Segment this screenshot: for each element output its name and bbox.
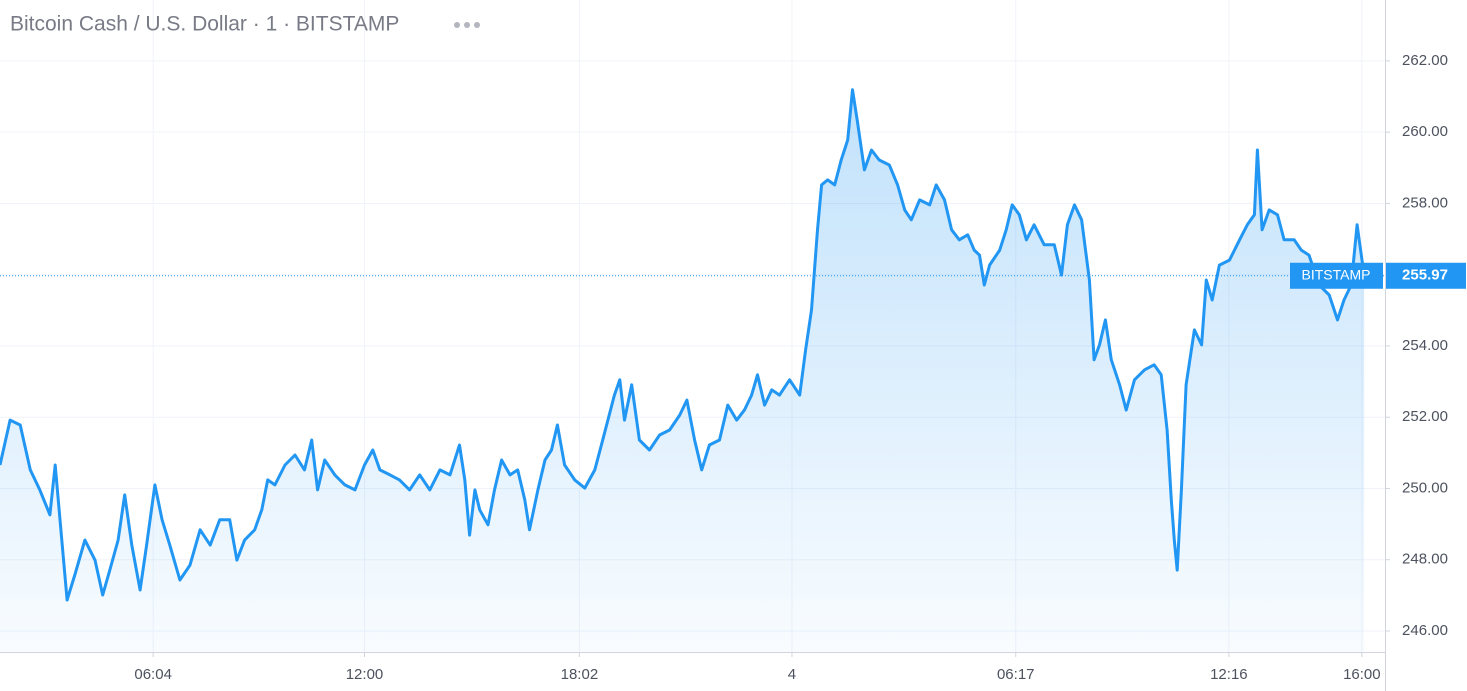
y-tick-label: 254.00 <box>1402 337 1448 354</box>
y-tick-label: 260.00 <box>1402 123 1448 140</box>
dot <box>454 22 460 28</box>
x-tick-label: 12:16 <box>1210 666 1248 683</box>
last-price-label: 255.97 <box>1402 267 1448 284</box>
x-tick-label: 06:17 <box>997 666 1035 683</box>
y-tick-label: 262.00 <box>1402 52 1448 69</box>
x-tick-label: 4 <box>788 666 796 683</box>
x-tick-label: 06:04 <box>134 666 172 683</box>
plot-area <box>0 88 1385 653</box>
y-tick-label: 250.00 <box>1402 479 1448 496</box>
axes: 246.00248.00250.00252.00254.00256.00258.… <box>134 52 1466 683</box>
x-tick-label: 16:00 <box>1343 666 1381 683</box>
x-tick-label: 18:02 <box>561 666 599 683</box>
y-tick-label: 248.00 <box>1402 551 1448 568</box>
dot <box>464 22 470 28</box>
series-label-box <box>1290 262 1383 289</box>
menu-dots[interactable] <box>454 22 480 28</box>
price-line <box>0 88 1366 602</box>
dot <box>474 22 480 28</box>
last-price-box <box>1386 262 1466 289</box>
x-tick-label: 12:00 <box>346 666 384 683</box>
y-tick-label: 252.00 <box>1402 408 1448 425</box>
y-tick-label: 246.00 <box>1402 622 1448 639</box>
chart-title: Bitcoin Cash / U.S. Dollar · 1 · BITSTAM… <box>10 13 399 36</box>
series-label: BITSTAMP <box>1302 266 1371 282</box>
y-tick-label: 258.00 <box>1402 194 1448 211</box>
